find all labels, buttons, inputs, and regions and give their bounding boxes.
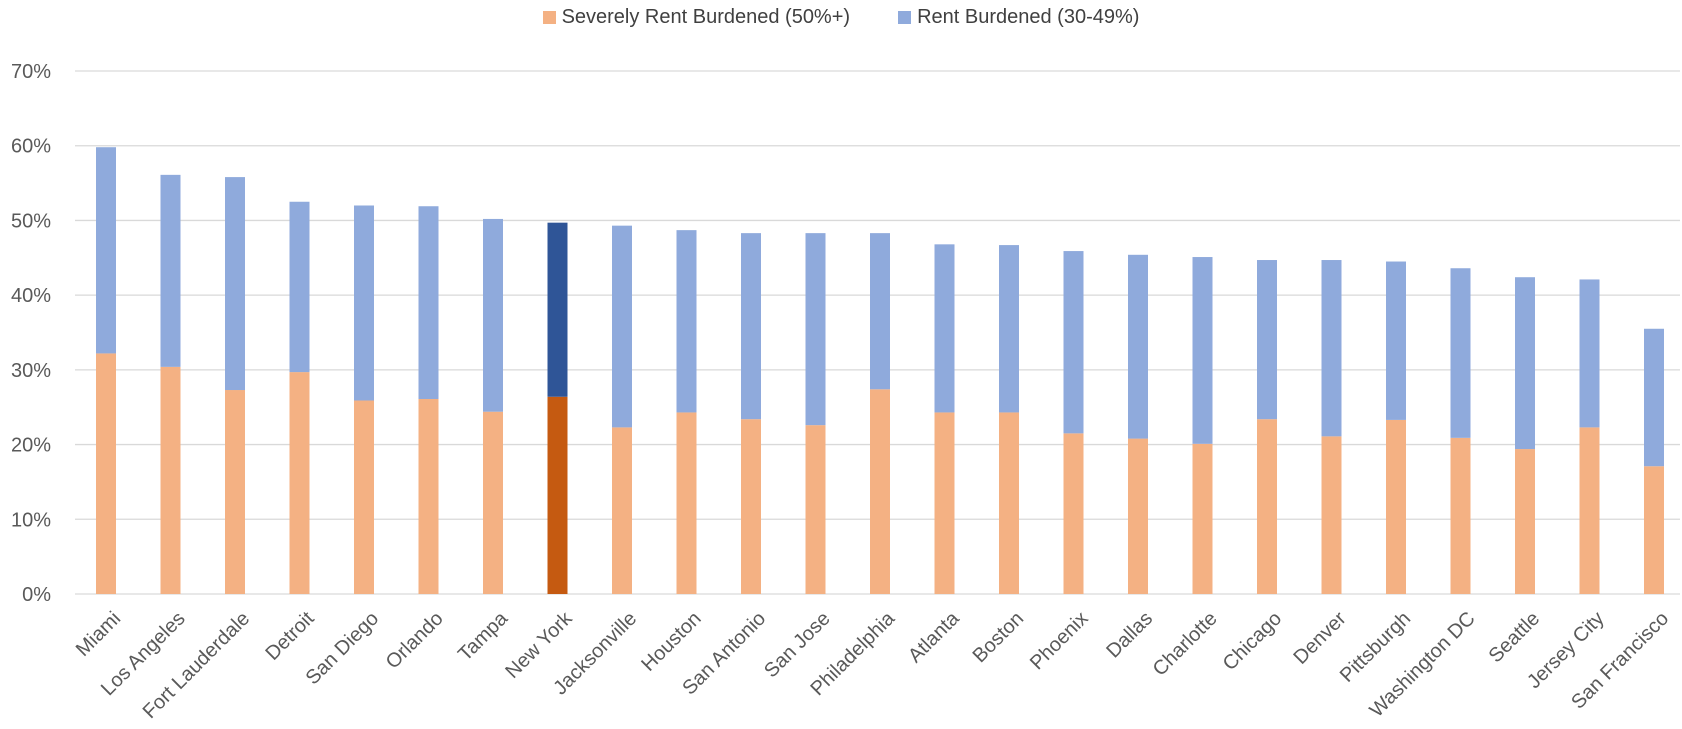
bar-miami-severely-rent-burdened [96, 353, 116, 594]
bar-los-angeles-severely-rent-burdened [160, 366, 181, 594]
y-tick-label-50: 50% [11, 210, 51, 232]
chart-legend: Severely Rent Burdened (50%+) Rent Burde… [0, 6, 1682, 29]
bar-san-diego-severely-rent-burdened [354, 400, 374, 594]
bar-tampa-rent-burdened [483, 218, 503, 412]
legend-swatch-rent-burdened [898, 11, 912, 24]
y-axis-tick-labels: 0% 10% 20% 30% 40% 50% 60% 70% [11, 61, 51, 606]
bar-san-antonio-severely-rent-burdened [741, 419, 761, 594]
bar-denver-rent-burdened [1321, 260, 1342, 437]
x-tick-label-orlando: Orlando [382, 608, 448, 674]
bar-jersey-city-severely-rent-burdened [1579, 427, 1600, 594]
x-tick-label-chicago: Chicago [1219, 608, 1286, 675]
bar-san-francisco-rent-burdened [1644, 328, 1664, 467]
bar-san-jose-rent-burdened [805, 233, 826, 426]
x-tick-label-detroit: Detroit [261, 607, 319, 665]
bars [96, 147, 1664, 594]
x-tick-label-denver: Denver [1289, 607, 1350, 668]
bar-miami-rent-burdened [96, 147, 116, 354]
x-tick-label-miami: Miami [72, 608, 125, 661]
x-tick-label-dallas: Dallas [1102, 608, 1157, 663]
y-tick-label-60: 60% [11, 136, 51, 158]
bar-detroit-rent-burdened [289, 201, 310, 373]
bar-washington-dc-severely-rent-burdened [1450, 437, 1471, 594]
bar-jacksonville-rent-burdened [612, 225, 632, 428]
x-tick-label-boston: Boston [969, 608, 1029, 668]
bar-boston-severely-rent-burdened [999, 412, 1019, 594]
legend-item-severely-rent-burdened: Severely Rent Burdened (50%+) [542, 6, 851, 29]
bar-jacksonville-severely-rent-burdened [612, 427, 632, 594]
bar-tampa-severely-rent-burdened [483, 411, 503, 594]
bar-dallas-rent-burdened [1128, 254, 1148, 439]
x-tick-label-phoenix: Phoenix [1026, 608, 1093, 675]
bar-chicago-severely-rent-burdened [1257, 419, 1277, 594]
bar-phoenix-rent-burdened [1063, 251, 1084, 434]
y-tick-label-20: 20% [11, 435, 51, 457]
bar-san-jose-severely-rent-burdened [805, 425, 826, 594]
legend-label-severely-rent-burdened: Severely Rent Burdened (50%+) [561, 6, 851, 28]
bar-atlanta-rent-burdened [934, 244, 955, 413]
bar-jersey-city-rent-burdened [1579, 279, 1600, 428]
x-tick-label-tampa: Tampa [454, 607, 513, 666]
bar-washington-dc-rent-burdened [1450, 268, 1471, 438]
bar-orlando-severely-rent-burdened [418, 398, 439, 594]
y-tick-label-40: 40% [11, 285, 51, 307]
bar-fort-lauderdale-rent-burdened [225, 177, 245, 391]
bar-charlotte-rent-burdened [1192, 257, 1213, 444]
bar-seattle-rent-burdened [1515, 277, 1535, 450]
legend-label-rent-burdened: Rent Burdened (30-49%) [917, 6, 1140, 28]
x-tick-label-atlanta: Atlanta [904, 607, 964, 667]
bar-houston-rent-burdened [676, 230, 697, 413]
bar-detroit-severely-rent-burdened [289, 372, 310, 594]
bar-atlanta-severely-rent-burdened [934, 412, 955, 594]
bar-san-antonio-rent-burdened [741, 233, 761, 420]
y-tick-label-10: 10% [11, 509, 51, 531]
legend-item-rent-burdened: Rent Burdened (30-49%) [898, 6, 1139, 29]
bar-denver-severely-rent-burdened [1321, 436, 1342, 594]
bar-chicago-rent-burdened [1257, 260, 1277, 420]
bar-dallas-severely-rent-burdened [1128, 438, 1148, 594]
bar-boston-rent-burdened [999, 245, 1019, 413]
bar-los-angeles-rent-burdened [160, 174, 181, 367]
y-tick-label-70: 70% [11, 61, 51, 83]
bar-seattle-severely-rent-burdened [1515, 449, 1535, 594]
bar-fort-lauderdale-severely-rent-burdened [225, 390, 245, 594]
bar-pittsburgh-rent-burdened [1386, 261, 1406, 420]
bar-pittsburgh-severely-rent-burdened [1386, 419, 1406, 594]
bar-san-francisco-severely-rent-burdened [1644, 466, 1664, 594]
y-tick-label-30: 30% [11, 360, 51, 382]
bar-new-york-severely-rent-burdened [547, 396, 568, 594]
bar-philadelphia-severely-rent-burdened [870, 389, 890, 594]
bar-orlando-rent-burdened [418, 206, 439, 399]
y-tick-label-0: 0% [22, 584, 51, 606]
bar-san-diego-rent-burdened [354, 205, 374, 401]
legend-swatch-severely-rent-burdened [542, 11, 556, 24]
bar-charlotte-severely-rent-burdened [1192, 443, 1213, 594]
bar-philadelphia-rent-burdened [870, 233, 890, 390]
bar-phoenix-severely-rent-burdened [1063, 433, 1084, 594]
bar-new-york-rent-burdened [547, 222, 568, 397]
x-tick-label-seattle: Seattle [1485, 608, 1545, 668]
bar-houston-severely-rent-burdened [676, 412, 697, 594]
x-tick-label-charlotte: Charlotte [1149, 608, 1222, 681]
